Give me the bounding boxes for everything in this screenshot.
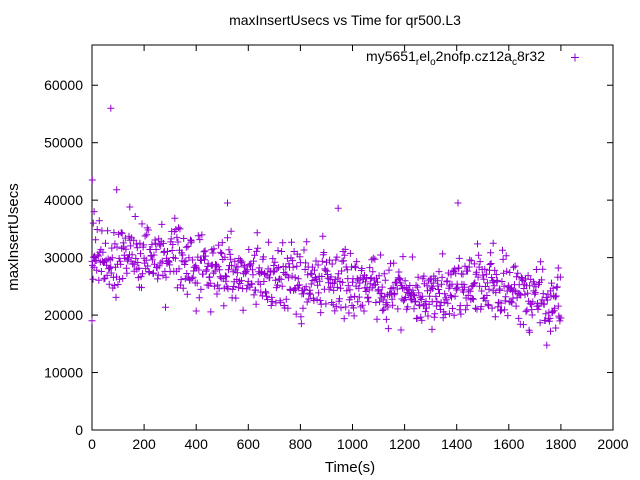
y-tick-label: 50000	[44, 135, 83, 151]
legend-part-1: r	[416, 57, 420, 68]
x-tick-label: 1400	[441, 436, 472, 452]
legend-part-3: o	[430, 57, 436, 68]
y-tick-label: 20000	[44, 307, 83, 323]
x-tick-label: 1000	[337, 436, 368, 452]
legend-part-4: 2nofp.cz12a	[436, 48, 512, 64]
x-tick-label: 1800	[545, 436, 576, 452]
y-axis-label: maxInsertUsecs	[5, 183, 22, 291]
x-tick-label: 400	[185, 436, 209, 452]
legend: my5651relo2nofp.cz12ac8r32	[366, 48, 579, 68]
x-tick-label: 1600	[493, 436, 524, 452]
chart-title: maxInsertUsecs vs Time for qr500.L3	[229, 12, 461, 28]
x-tick-label: 1200	[389, 436, 420, 452]
legend-plus-marker	[571, 53, 579, 62]
x-tick-label: 600	[237, 436, 261, 452]
legend-part-2: el	[419, 48, 430, 64]
plot-frame	[91, 44, 614, 431]
series-points	[88, 104, 565, 349]
x-tick-label: 2000	[597, 436, 628, 452]
data-points	[88, 104, 565, 349]
legend-part-0: my5651	[366, 48, 416, 64]
y-tick-label: 10000	[44, 365, 83, 381]
axis-ticks: 0 200 400 600 800 1000 1200 1400 1600 1800 2000010…	[44, 45, 629, 452]
y-tick-label: 0	[75, 422, 83, 438]
x-tick-label: 200	[132, 436, 156, 452]
legend-marker	[571, 53, 579, 62]
y-tick-label: 60000	[44, 77, 83, 93]
legend-part-6: 8r32	[517, 48, 545, 64]
x-axis-label: Time(s)	[325, 459, 375, 476]
x-tick-label: 800	[289, 436, 313, 452]
x-tick-label: 0	[88, 436, 96, 452]
legend-label: my5651relo2nofp.cz12ac8r32	[366, 48, 545, 68]
y-tick-label: 40000	[44, 192, 83, 208]
legend-part-5: c	[512, 57, 517, 68]
y-tick-label: 30000	[44, 250, 83, 266]
